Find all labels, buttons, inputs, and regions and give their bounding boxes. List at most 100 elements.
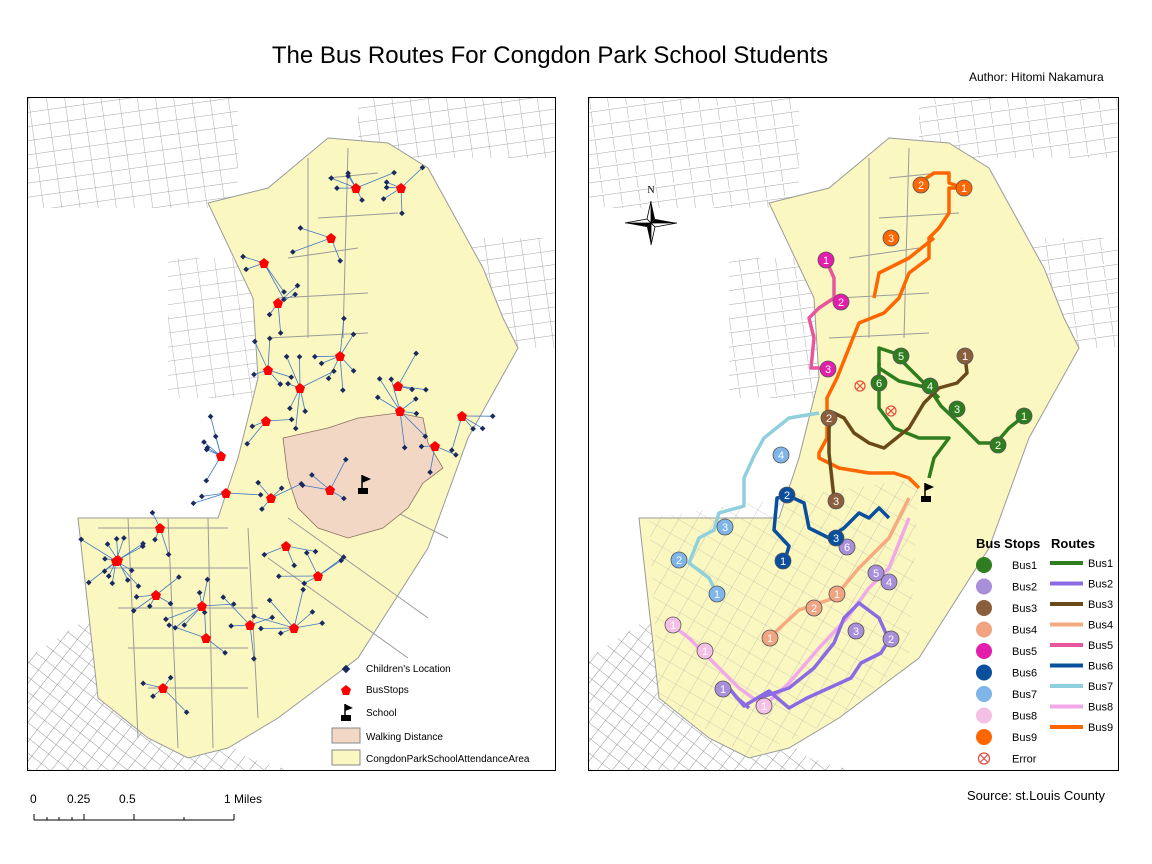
child-location [124, 577, 131, 583]
left-map-canvas: Children's Location BusStops School Walk… [28, 98, 555, 770]
child-location [409, 386, 415, 393]
child-location [419, 164, 426, 171]
school-marker [358, 475, 371, 494]
legend-label: BusStops [366, 685, 409, 696]
stop-number: 2 [918, 180, 924, 192]
bus-stop-bus2: 5 [867, 564, 885, 582]
child-location [167, 600, 174, 607]
scale-label: 0.25 [67, 792, 91, 806]
child-location [249, 423, 256, 430]
child-location [203, 446, 210, 453]
child-location [149, 509, 156, 516]
legend-route-label: Bus8 [1088, 702, 1113, 714]
stop-number: 3 [825, 364, 831, 376]
child-location [183, 709, 190, 716]
nw-street-grid [589, 98, 799, 208]
bus-stop [289, 623, 299, 633]
stop-number: 1 [702, 646, 708, 658]
children-locations [78, 164, 496, 716]
legend-stop-swatch [976, 578, 992, 595]
child-location [176, 574, 182, 580]
route-bus2-east [758, 601, 891, 700]
stop-number: 1 [714, 589, 720, 601]
child-location [338, 557, 344, 564]
child-location [203, 477, 210, 484]
child-location [413, 410, 420, 417]
west-street-grid [729, 258, 819, 398]
child-location [251, 613, 257, 620]
legend-stops-title: Bus Stops [976, 536, 1041, 551]
legend-stop-swatch [976, 600, 992, 616]
bus-stop-bus6: 1 [774, 552, 792, 570]
child-location [240, 253, 246, 260]
bus-stop [216, 451, 226, 461]
child-location [291, 562, 298, 569]
stop-number: 1 [761, 701, 767, 713]
child-location [275, 573, 282, 580]
child-location [165, 551, 172, 558]
right-map-canvas: N [589, 98, 1118, 770]
stop-number: 5 [873, 568, 879, 580]
bus-stop-bus1: 6 [870, 374, 888, 392]
bus-stop-bus7: 1 [708, 585, 726, 603]
child-location [309, 609, 316, 615]
child-location [258, 625, 264, 632]
child-location [470, 425, 476, 432]
legend-stop-label: Error [1012, 754, 1037, 766]
child-location [255, 479, 261, 486]
child-location [102, 555, 108, 562]
stop-number: 2 [838, 297, 844, 309]
child-location [399, 210, 405, 217]
child-location [167, 674, 174, 681]
map-title: The Bus Routes For Congdon Park School S… [271, 42, 829, 69]
bus-stop [261, 416, 271, 426]
child-location [359, 197, 365, 203]
stop-number: 2 [888, 634, 894, 646]
child-location [266, 597, 273, 604]
bus-stop-bus4: 1 [761, 629, 779, 647]
legend-label: CongdonParkSchoolAttendanceArea [366, 754, 530, 765]
bus-stop [245, 620, 255, 630]
child-location [300, 586, 306, 593]
bus-stop-bus9: 2 [912, 176, 930, 194]
child-location [309, 472, 315, 478]
bus-stop-bus4: 2 [805, 599, 823, 617]
error-icon [854, 380, 866, 392]
child-location [418, 443, 425, 450]
route-bus9 [817, 186, 964, 490]
stop-number: 1 [767, 633, 773, 645]
child-location [401, 444, 408, 451]
bus-stop [295, 383, 305, 393]
child-location [341, 315, 347, 322]
legend-stop-swatch [976, 707, 992, 724]
legend-label: Walking Distance [366, 732, 443, 743]
child-location [294, 282, 301, 289]
bus-stop [155, 523, 165, 533]
stop-number: 2 [676, 555, 682, 567]
bus-stop-bus1: 5 [892, 347, 910, 365]
legend-stop-label: Bus7 [1012, 689, 1037, 701]
child-location [266, 335, 273, 342]
bus-stop [197, 601, 207, 611]
bus-stop-bus1: 1 [1015, 407, 1033, 425]
stop-number: 1 [1021, 411, 1027, 423]
legend-stop-swatch [976, 686, 992, 702]
legend-stop-label: Bus5 [1012, 646, 1037, 658]
route-bus4 [767, 497, 911, 640]
child-location [292, 291, 298, 298]
stop-number: 6 [844, 542, 850, 554]
child-location [489, 413, 496, 420]
child-location [340, 554, 347, 560]
stop-number: 3 [833, 533, 839, 545]
bus-stop-bus3: 3 [827, 492, 845, 510]
legend-route-label: Bus7 [1088, 681, 1113, 693]
bus-stop-bus7: 3 [716, 518, 734, 536]
child-location [301, 580, 308, 587]
legend-stop-label: Bus3 [1012, 603, 1037, 615]
bus-stop-bus3: 2 [820, 409, 838, 427]
error-icon [885, 405, 897, 417]
bus-stop [395, 406, 405, 416]
child-location [172, 624, 179, 631]
child-location [222, 649, 228, 656]
child-location [391, 169, 397, 176]
